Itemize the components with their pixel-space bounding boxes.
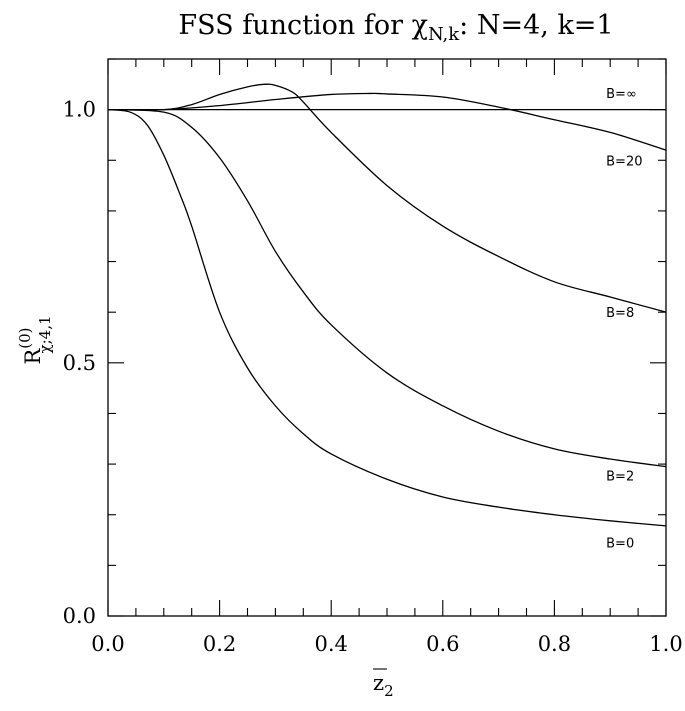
series-group [107, 83, 667, 527]
x-tick-label: 0.8 [538, 632, 571, 656]
series-line-1 [107, 92, 667, 151]
y-axis-label: R(0) χ;4,1 [16, 315, 54, 364]
y-axis-label-text: R(0) χ;4,1 [16, 315, 54, 364]
series-label-2: B=8 [606, 306, 634, 321]
plot-frame [107, 58, 667, 617]
y-tick-label: 1.0 [63, 98, 96, 122]
x-tick-label: 0.4 [314, 632, 347, 656]
series-label-1: B=20 [606, 154, 642, 169]
y-minor-ticks [108, 58, 666, 617]
x-axis-ticks: 0.0 0.2 0.4 0.6 0.8 1.0 [91, 632, 682, 656]
series-line-3 [107, 108, 667, 468]
x-tick-label: 0.0 [91, 632, 124, 656]
series-label-4: B=0 [606, 537, 634, 552]
x-tick-label: 0.6 [426, 632, 459, 656]
series-label-3: B=2 [606, 470, 634, 485]
series-line-2 [107, 83, 667, 313]
y-tick-label: 0.5 [63, 351, 96, 375]
x-axis-label: z2 [373, 668, 394, 700]
x-minor-ticks [107, 59, 667, 616]
x-tick-label: 1.0 [649, 632, 682, 656]
x-axis-label-text: z2 [373, 671, 394, 700]
curve-labels: B=∞ B=20 B=8 B=2 B=0 [606, 87, 642, 552]
x-tick-label: 0.2 [203, 632, 236, 656]
series-line-4 [107, 108, 667, 527]
series-label-0: B=∞ [606, 87, 637, 102]
y-tick-label: 0.0 [63, 604, 96, 628]
chart-title: FSS function for χN,k: N=4, k=1 [178, 10, 613, 45]
y-axis-ticks: 0.0 0.5 1.0 [63, 98, 96, 628]
